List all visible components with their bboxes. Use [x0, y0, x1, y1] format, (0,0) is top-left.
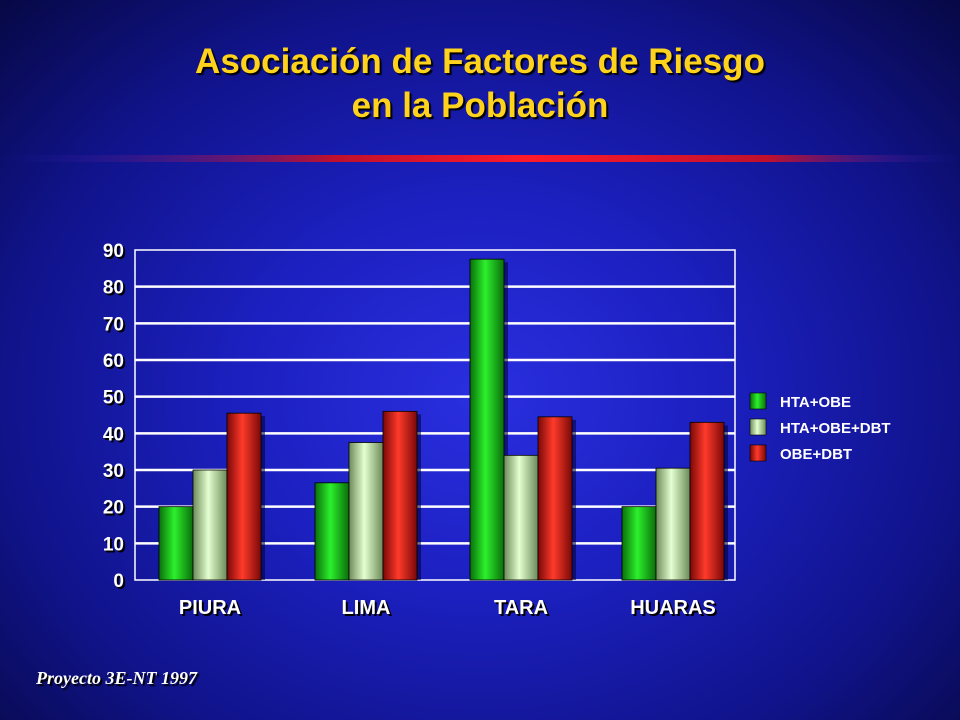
y-tick-40: 40 [103, 424, 124, 445]
legend-swatch-1 [749, 418, 767, 436]
x-label-piura: PIURA [179, 597, 241, 619]
bar-piura-hta-obe-dbt [192, 469, 228, 581]
y-tick-50: 50 [103, 388, 124, 409]
y-tick-20: 20 [103, 498, 124, 519]
x-label-shadow-huaras: HUARAS [632, 599, 718, 621]
slide-title-line-1: Asociación de Factores de Riesgo [195, 42, 765, 81]
legend-swatch-0 [749, 392, 767, 410]
x-label-lima: LIMA [342, 597, 391, 619]
y-tick-0: 0 [113, 571, 124, 592]
y-tick-shadow-50: 50 [105, 390, 126, 411]
y-tick-shadow-0: 0 [115, 573, 126, 594]
y-tick-shadow-40: 40 [105, 426, 126, 447]
bar-tara-hta-obe-dbt [503, 454, 539, 581]
x-label-huaras: HUARAS [630, 597, 716, 619]
slide-title: Asociación de Factores de Riesgo en la P… [0, 40, 960, 128]
bar-tara-hta-obe [469, 258, 505, 581]
x-label-tara: TARA [494, 597, 548, 619]
y-tick-shadow-30: 30 [105, 463, 126, 484]
y-tick-shadow-90: 90 [105, 243, 126, 264]
y-tick-shadow-10: 10 [105, 536, 126, 557]
y-tick-shadow-60: 60 [105, 353, 126, 374]
title-divider [0, 155, 960, 162]
x-label-shadow-lima: LIMA [344, 599, 393, 621]
source-note: Proyecto 3E-NT 1997 [36, 668, 197, 688]
y-tick-90: 90 [103, 241, 124, 262]
legend-label-1: HTA+OBE+DBT [780, 420, 891, 437]
bar-huaras-obe-dbt [689, 421, 725, 581]
y-tick-shadow-20: 20 [105, 500, 126, 521]
plot-frame [134, 249, 736, 581]
y-tick-10: 10 [103, 534, 124, 555]
y-tick-shadow-80: 80 [105, 280, 126, 301]
y-tick-shadow-70: 70 [105, 316, 126, 337]
y-tick-60: 60 [103, 351, 124, 372]
bar-tara-obe-dbt [537, 416, 573, 581]
legend-label-2: OBE+DBT [780, 446, 852, 463]
bar-piura-hta-obe [158, 506, 194, 581]
legend-swatch-2 [749, 444, 767, 462]
bar-lima-hta-obe-dbt [348, 442, 384, 581]
bar-lima-obe-dbt [382, 410, 418, 581]
x-label-shadow-tara: TARA [496, 599, 550, 621]
bar-piura-obe-dbt [226, 412, 262, 581]
x-label-shadow-piura: PIURA [181, 599, 243, 621]
legend-label-0: HTA+OBE [780, 394, 851, 411]
y-tick-70: 70 [103, 314, 124, 335]
y-tick-30: 30 [103, 461, 124, 482]
slide-title-line-2: en la Población [351, 86, 609, 125]
y-tick-80: 80 [103, 278, 124, 299]
bar-huaras-hta-obe-dbt [655, 467, 691, 581]
bar-huaras-hta-obe [621, 506, 657, 581]
bar-lima-hta-obe [314, 482, 350, 581]
